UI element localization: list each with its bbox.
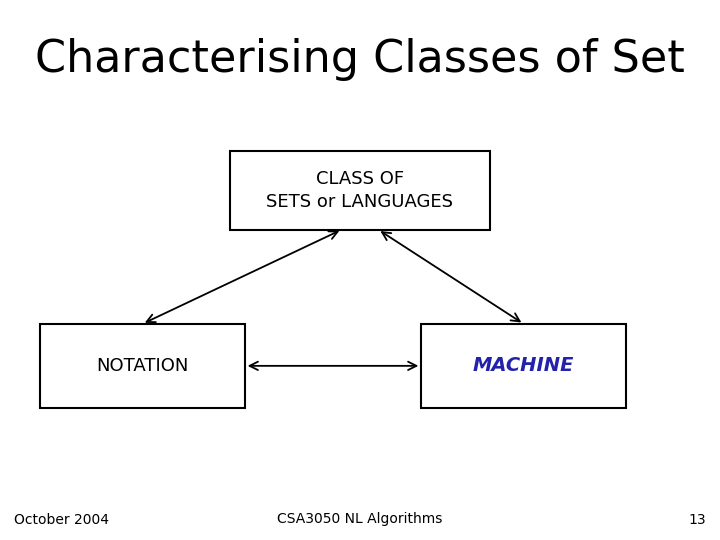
Text: NOTATION: NOTATION bbox=[96, 357, 189, 375]
Text: October 2004: October 2004 bbox=[14, 512, 109, 526]
Bar bbox=[230, 151, 490, 230]
Text: Characterising Classes of Set: Characterising Classes of Set bbox=[35, 38, 685, 81]
Bar bbox=[421, 324, 626, 408]
Text: 13: 13 bbox=[688, 512, 706, 526]
Text: MACHINE: MACHINE bbox=[473, 356, 575, 375]
Text: CSA3050 NL Algorithms: CSA3050 NL Algorithms bbox=[277, 512, 443, 526]
Bar bbox=[40, 324, 245, 408]
Text: CLASS OF
SETS or LANGUAGES: CLASS OF SETS or LANGUAGES bbox=[266, 170, 454, 211]
